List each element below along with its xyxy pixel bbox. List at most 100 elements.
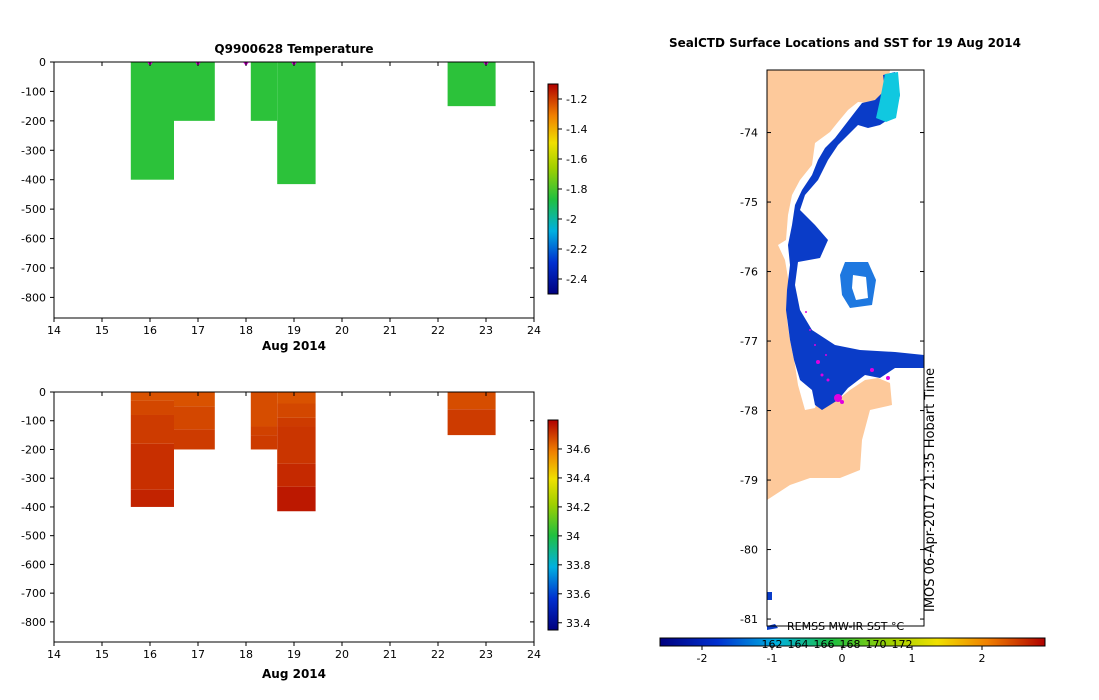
profile-cell xyxy=(277,426,316,464)
colorbar-tick-label: 34.6 xyxy=(566,443,591,456)
profile-cell xyxy=(277,486,316,512)
lat-tick-label: -76 xyxy=(740,266,758,279)
temperature-colorbar-ticks: -1.2 -1.4 -1.6 -1.8 -2 -2.2 -2.4 xyxy=(558,93,587,286)
y-tick-label: -400 xyxy=(21,501,46,514)
profile-cell xyxy=(130,392,174,401)
sst-cyan-patch xyxy=(876,72,900,122)
x-tick-label: 16 xyxy=(143,648,157,661)
profile-cell xyxy=(447,62,496,107)
lat-tick-label: -75 xyxy=(740,196,758,209)
ctd-locations xyxy=(805,311,890,404)
profile-cell xyxy=(250,435,278,450)
map-longitude-ticks: 162 164 166 168 170 172 xyxy=(762,638,913,651)
profile-cell xyxy=(174,62,215,121)
sst-inner-patch xyxy=(852,275,868,300)
lon-tick-label: 164 xyxy=(788,638,809,651)
profile-cell xyxy=(130,443,174,490)
salinity-cells xyxy=(130,392,496,512)
x-tick-label: 24 xyxy=(527,648,541,661)
x-tick-label: 19 xyxy=(287,324,301,337)
y-tick-label: -200 xyxy=(21,443,46,456)
colorbar-tick-label: 33.8 xyxy=(566,559,591,572)
map-title: SealCTD Surface Locations and SST for 19… xyxy=(669,36,1021,50)
temperature-xlabel: Aug 2014 xyxy=(262,339,326,353)
x-tick-label: 17 xyxy=(191,324,205,337)
y-tick-label: -600 xyxy=(21,233,46,246)
colorbar-tick-label: -1.4 xyxy=(566,123,587,136)
lon-tick-label: 170 xyxy=(866,638,887,651)
y-tick-label: -600 xyxy=(21,558,46,571)
lat-tick-label: -81 xyxy=(740,613,758,626)
x-tick-label: 21 xyxy=(383,324,397,337)
profile-cell xyxy=(174,406,215,430)
colorbar-tick-label: -1.8 xyxy=(566,183,587,196)
profile-cell xyxy=(277,392,316,404)
y-tick-label: -500 xyxy=(21,530,46,543)
x-tick-label: 23 xyxy=(479,648,493,661)
temperature-panel: Q9900628 Temperature 14 15 16 17 18 19 20 21 22 2… xyxy=(21,42,587,353)
colorbar-tick-label: 34.2 xyxy=(566,501,591,514)
x-tick-label: 22 xyxy=(431,324,445,337)
profile-cell xyxy=(250,426,278,436)
y-tick-label: 0 xyxy=(39,56,46,69)
profile-cell xyxy=(130,62,174,180)
y-tick-label: -100 xyxy=(21,85,46,98)
profile-cell xyxy=(447,392,496,410)
salinity-y-axis: 0 -100 -200 -300 -400 -500 -600 -700 -800 xyxy=(21,386,534,629)
x-tick-label: 17 xyxy=(191,648,205,661)
profile-cell xyxy=(277,463,316,487)
profile-cell xyxy=(250,392,278,427)
salinity-xlabel: Aug 2014 xyxy=(262,667,326,681)
x-tick-label: 19 xyxy=(287,648,301,661)
x-tick-label: 21 xyxy=(383,648,397,661)
salinity-colorbar xyxy=(547,419,559,631)
profile-cell xyxy=(277,62,316,185)
sst-coastal-band xyxy=(786,72,924,410)
x-tick-label: 18 xyxy=(239,324,253,337)
y-tick-label: -200 xyxy=(21,115,46,128)
x-tick-label: 20 xyxy=(335,324,349,337)
colorbar-tick-label: -2.2 xyxy=(566,243,587,256)
colorbar-tick-label: -1.2 xyxy=(566,93,587,106)
temperature-colorbar xyxy=(547,83,559,295)
colorbar-tick-label: 33.4 xyxy=(566,617,591,630)
lat-tick-label: -80 xyxy=(740,544,758,557)
x-tick-label: 18 xyxy=(239,648,253,661)
lon-tick-label: 168 xyxy=(840,638,861,651)
lon-tick-label: 166 xyxy=(814,638,835,651)
sst-tick-label: 1 xyxy=(909,652,916,665)
x-tick-label: 14 xyxy=(47,648,61,661)
land-mass xyxy=(767,70,892,500)
salinity-panel: 14 15 16 17 18 19 20 21 22 23 24 0 -100 -200 -300 -400… xyxy=(21,386,590,681)
x-tick-label: 20 xyxy=(335,648,349,661)
y-tick-label: -300 xyxy=(21,144,46,157)
sst-colorbar xyxy=(659,637,1046,647)
x-tick-label: 15 xyxy=(95,648,109,661)
profile-cell xyxy=(277,403,316,418)
temperature-y-axis: 0 -100 -200 -300 -400 -500 -600 -700 -800 xyxy=(21,56,534,304)
salinity-colorbar-ticks: 34.6 34.4 34.2 34 33.8 33.6 33.4 xyxy=(558,443,591,630)
sst-colorbar-label: REMSS MW-IR SST °C xyxy=(787,620,905,633)
lat-tick-label: -74 xyxy=(740,127,758,140)
sst-tick-label: -1 xyxy=(767,652,778,665)
colorbar-tick-label: -1.6 xyxy=(566,153,587,166)
x-tick-label: 22 xyxy=(431,648,445,661)
x-tick-label: 24 xyxy=(527,324,541,337)
y-tick-label: -800 xyxy=(21,616,46,629)
profile-cell xyxy=(447,409,496,436)
colorbar-tick-label: 34 xyxy=(566,530,580,543)
x-tick-label: 16 xyxy=(143,324,157,337)
lon-tick-label: 172 xyxy=(892,638,913,651)
profile-cell xyxy=(130,414,174,444)
map-latitude-axis: -74 -75 -76 -77 -78 -79 -80 -81 xyxy=(740,127,924,626)
profile-cell xyxy=(250,62,278,121)
lat-tick-label: -77 xyxy=(740,335,758,348)
temperature-title: Q9900628 Temperature xyxy=(214,42,373,56)
sst-tick-label: -2 xyxy=(697,652,708,665)
y-tick-label: -500 xyxy=(21,203,46,216)
y-tick-label: -100 xyxy=(21,415,46,428)
salinity-x-axis: 14 15 16 17 18 19 20 21 22 23 24 xyxy=(47,392,541,661)
colorbar-tick-label: -2 xyxy=(566,213,577,226)
lat-tick-label: -79 xyxy=(740,474,758,487)
